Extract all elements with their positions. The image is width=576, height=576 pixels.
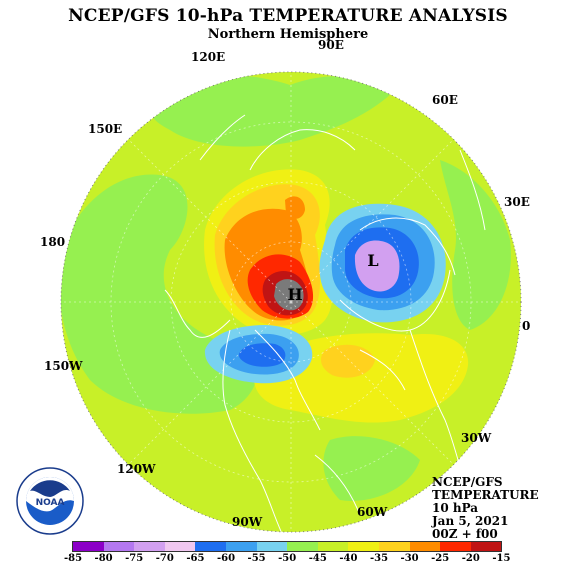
- legend-tick-label: -30: [400, 553, 419, 564]
- legend-tick-label: -15: [492, 553, 511, 564]
- chart-title: NCEP/GFS 10-hPa TEMPERATURE ANALYSIS: [68, 6, 508, 26]
- legend-swatch: [440, 542, 471, 551]
- gray-region: [274, 279, 304, 311]
- legend-ticks: -85 -80 -75 -70 -65 -60 -55 -50 -45 -40 -35 -30 -25-…: [64, 552, 510, 566]
- legend-swatch: [195, 542, 226, 551]
- high-marker: H: [287, 285, 302, 304]
- noaa-logo: NOAA: [16, 467, 84, 535]
- lon-label-120w: 120W: [117, 462, 156, 476]
- orange-region: [285, 196, 305, 219]
- lon-label-60w: 60W: [357, 505, 388, 519]
- legend-tick-label: -50: [278, 553, 297, 564]
- legend-swatch: [287, 542, 318, 551]
- lilac-region: [354, 240, 400, 292]
- lon-label-90w: 90W: [232, 515, 263, 529]
- lon-label-30w: 30W: [461, 431, 492, 445]
- legend-swatch: [256, 542, 288, 551]
- legend-swatch: [164, 542, 196, 551]
- lon-label-180: 180: [40, 235, 66, 249]
- info-model: NCEP/GFS: [432, 475, 503, 489]
- lon-label-30e: 30E: [504, 195, 530, 209]
- legend-swatch: [103, 542, 135, 551]
- lon-label-0: 0: [522, 319, 531, 333]
- legend-tick-label: -35: [369, 553, 389, 564]
- low-marker: L: [367, 251, 378, 270]
- lon-label-120e: 120E: [191, 50, 226, 64]
- legend-tick-label: -65: [186, 553, 205, 564]
- legend-swatch: [378, 542, 410, 551]
- legend-tick-label: -60: [216, 553, 236, 564]
- chart-subtitle: Northern Hemisphere: [207, 27, 369, 42]
- legend-swatch: [73, 542, 104, 551]
- info-level: 10 hPa: [432, 501, 479, 515]
- legend-tick-label: -25: [431, 553, 450, 564]
- legend-tick-label: -55: [247, 553, 266, 564]
- legend-tick-label: -20: [461, 553, 480, 564]
- legend-tick-label: -70: [155, 553, 174, 564]
- legend-swatch: [134, 542, 165, 551]
- color-legend: -85 -80 -75 -70 -65 -60 -55 -50 -45 -40 -35 -30 -25-…: [64, 541, 510, 566]
- green-region: [323, 436, 420, 501]
- legend-tick-label: -80: [94, 553, 113, 564]
- legend-swatch: [470, 542, 502, 551]
- green-region: [146, 75, 390, 147]
- info-date: Jan 5, 2021: [432, 514, 509, 528]
- lon-label-150e: 150E: [88, 122, 123, 136]
- legend-bar: [72, 541, 503, 552]
- green-region: [440, 160, 511, 330]
- lon-label-60e: 60E: [432, 93, 458, 107]
- legend-tick-label: -40: [339, 553, 358, 564]
- legend-swatch: [317, 542, 349, 551]
- legend-swatch: [225, 542, 257, 551]
- legend-swatch: [348, 542, 379, 551]
- plot-info: NCEP/GFS TEMPERATURE 10 hPa Jan 5, 2021 …: [432, 476, 539, 541]
- lon-label-90e: 90E: [318, 38, 344, 52]
- legend-tick-label: -45: [308, 553, 327, 564]
- orange-region: [320, 344, 375, 378]
- info-variable: TEMPERATURE: [432, 488, 539, 502]
- lon-label-150w: 150W: [44, 359, 83, 373]
- legend-tick-label: -85: [63, 553, 83, 564]
- legend-swatch: [409, 542, 441, 551]
- legend-tick-label: -75: [125, 553, 144, 564]
- noaa-logo-text: NOAA: [36, 498, 65, 508]
- info-cycle: 00Z + f00: [432, 527, 498, 541]
